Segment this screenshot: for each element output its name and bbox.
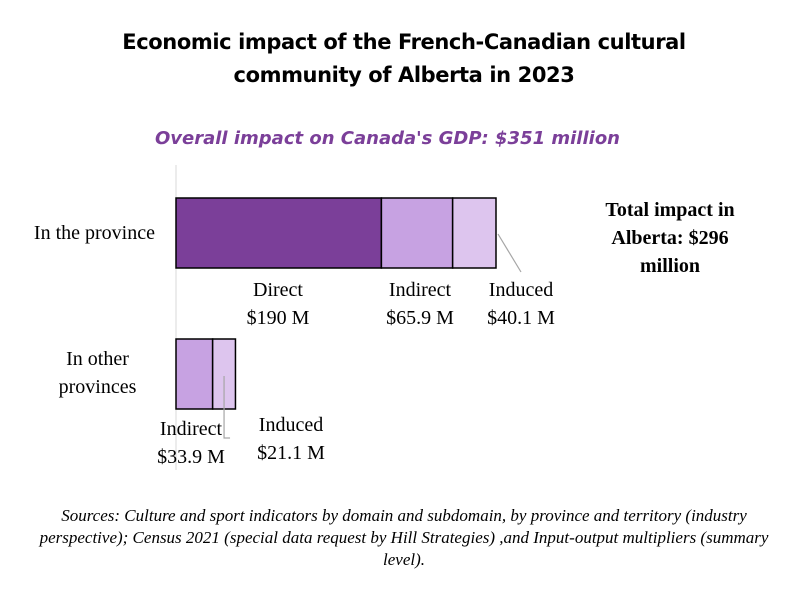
label-induced-province: Induced $40.1 M xyxy=(471,276,571,332)
bar-direct-province xyxy=(175,197,383,269)
chart-title-line-1: Economic impact of the French-Canadian c… xyxy=(122,30,686,54)
bars xyxy=(175,197,522,439)
series-name-induced: Induced xyxy=(488,279,554,301)
chart-title: Economic impact of the French-Canadian c… xyxy=(0,26,808,92)
label-indirect-other: Indirect $33.9 M xyxy=(141,415,241,471)
series-name-induced-other: Induced xyxy=(258,414,324,436)
value-indirect-province: $65.9 M xyxy=(386,307,454,329)
series-name-direct: Direct xyxy=(253,279,303,301)
value-induced-province: $40.1 M xyxy=(487,307,555,329)
category-label-other-provinces: In other provinces xyxy=(58,348,137,398)
value-direct-province: $190 M xyxy=(246,307,310,329)
leader-line-induced-other xyxy=(223,376,231,439)
label-indirect-province: Indirect $65.9 M xyxy=(370,276,470,332)
series-name-indirect: Indirect xyxy=(388,279,452,301)
leader-line-induced-province xyxy=(497,233,522,273)
total-impact-note: Total impact in Alberta: $296 million xyxy=(605,199,735,277)
value-induced-other: $21.1 M xyxy=(257,442,325,464)
category-label-province: In the province xyxy=(33,222,155,244)
source-note: Sources: Culture and sport indicators by… xyxy=(39,506,769,569)
bar-indirect-province xyxy=(380,197,454,269)
bar-induced-province xyxy=(451,197,497,269)
series-name-indirect-other: Indirect xyxy=(159,418,223,440)
label-induced-other: Induced $21.1 M xyxy=(241,411,341,467)
chart-title-line-2: community of Alberta in 2023 xyxy=(233,63,575,87)
bar-indirect-other-provinces xyxy=(175,338,214,410)
value-indirect-other: $33.9 M xyxy=(157,446,225,468)
chart-subtitle: Overall impact on Canada's GDP: $351 mil… xyxy=(154,128,620,149)
label-direct-province: Direct $190 M xyxy=(228,276,328,332)
